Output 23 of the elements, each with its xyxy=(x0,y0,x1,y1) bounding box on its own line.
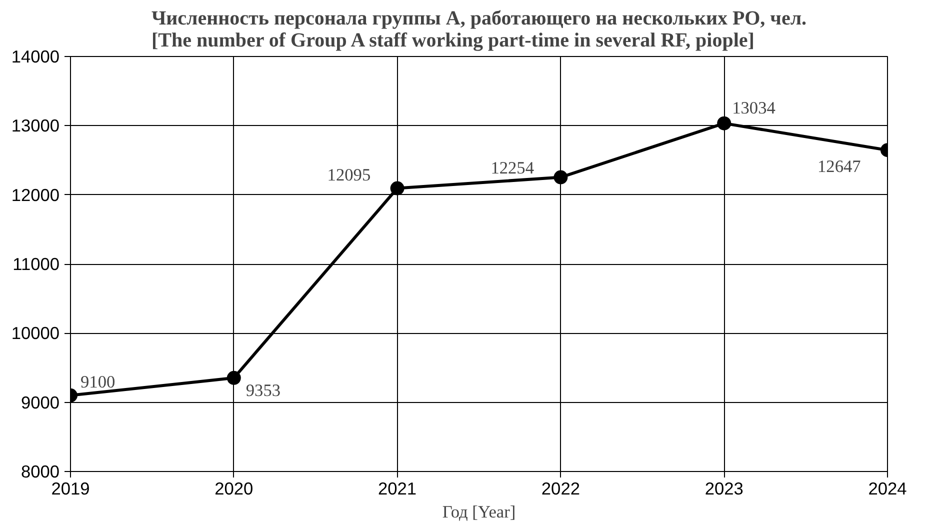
x-tick-label: 2023 xyxy=(704,478,744,498)
data-label: 12095 xyxy=(327,165,371,184)
y-tick-label: 12000 xyxy=(11,184,60,205)
x-axis-title: Год [Year] xyxy=(442,502,516,522)
y-tick-label: 9000 xyxy=(20,392,60,412)
x-tick-label: 2022 xyxy=(541,478,580,498)
x-tick-label: 2024 xyxy=(868,478,908,498)
y-tick-label: 8000 xyxy=(20,462,60,482)
y-tick-label: 11000 xyxy=(12,254,60,274)
x-tick-label: 2020 xyxy=(214,478,254,498)
data-label: 13034 xyxy=(732,98,776,118)
data-label: 9100 xyxy=(80,372,116,392)
y-tick-label: 13000 xyxy=(11,116,60,136)
data-label: 9353 xyxy=(246,380,281,400)
data-label: 12647 xyxy=(818,157,862,176)
data-label: 12254 xyxy=(490,158,534,178)
x-tick-label: 2019 xyxy=(51,478,90,498)
y-tick-label: 10000 xyxy=(11,323,60,344)
chart-title: Численность персонала группы А, работающего на нескольких РО, чел. [The number of Group A staff working part-time in several RF, piople] xyxy=(151,8,807,52)
point xyxy=(390,181,404,196)
x-tick-label: 2021 xyxy=(378,478,417,498)
point xyxy=(554,170,568,184)
y-tick-label: 14000 xyxy=(11,46,60,66)
